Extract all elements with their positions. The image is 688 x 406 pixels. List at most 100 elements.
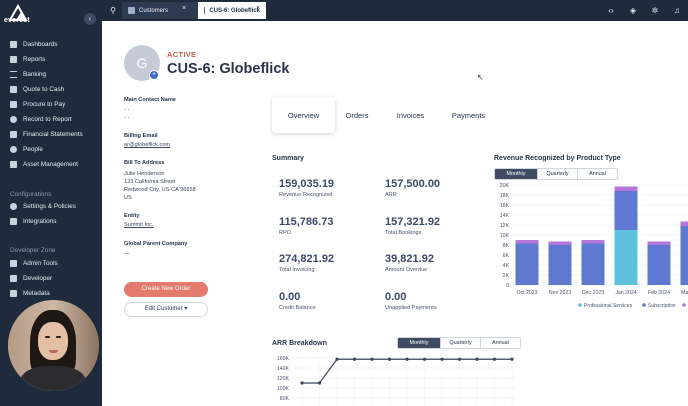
revenue-bar-segment[interactable] [647, 241, 671, 246]
rpo-value: 115,786.73 [279, 216, 334, 228]
sidebar-item-dashboards[interactable]: Dashboards [10, 38, 57, 50]
revenue-bar-segment[interactable] [647, 245, 671, 285]
arr-toggle-quarterly[interactable]: Quarterly [440, 338, 480, 348]
developer-zone-section-label: Developer Zone [10, 247, 56, 254]
sidebar-item-settings-policies[interactable]: Settings & Policies [10, 200, 76, 212]
sidebar-item-metadata[interactable]: Metadata [10, 287, 50, 299]
presenter-video-bubble[interactable] [8, 300, 99, 391]
tab-invoices[interactable]: Invoices [396, 110, 425, 120]
revenue-bar-segment[interactable] [680, 221, 688, 227]
revenue-legend-marker [642, 303, 646, 307]
plug-icon [10, 217, 17, 225]
arr-data-point[interactable] [457, 357, 462, 361]
revenue-x-tick-label: Nov 2023 [549, 290, 571, 296]
sidebar-item-asset-management[interactable]: Asset Management [10, 158, 78, 170]
sidebar-item-record-to-report[interactable]: Record to Report [10, 113, 72, 125]
arr-y-tick-label: 100K [277, 386, 290, 392]
amount-overdue-value: 39,821.92 [385, 253, 434, 265]
sidebar-item-procure-to-pay[interactable]: Procure to Pay [10, 98, 65, 110]
revenue-bar-segment[interactable] [515, 243, 539, 286]
revenue-legend-label[interactable]: Professional Services [584, 303, 633, 309]
logo-text: everest [4, 17, 30, 24]
revenue-y-tick-label: 18K [500, 193, 510, 199]
revenue-y-tick-label: 2K [503, 273, 510, 279]
tab-customers[interactable]: Customers [122, 2, 214, 19]
sidebar-item-developer[interactable]: Developer [10, 272, 52, 284]
revenue-bar-segment[interactable] [614, 186, 638, 192]
revenue-period-toggle: Monthly Quarterly Annual [494, 168, 618, 180]
arr-y-tick-label: 120K [277, 376, 290, 382]
billing-email-label: Billing Email [124, 133, 158, 139]
arr-data-point[interactable] [317, 381, 322, 385]
revenue-bar-segment[interactable] [614, 230, 638, 285]
code-brackets-icon[interactable]: ‹› [608, 6, 614, 15]
sidebar-item-people[interactable]: People [10, 143, 43, 155]
page-title: CUS-6: Globeflick [167, 61, 290, 77]
arr-data-point[interactable] [335, 357, 339, 361]
revenue-bar-segment[interactable] [548, 241, 572, 246]
total-invoicing-label: Total Invoicing [279, 267, 315, 273]
arr-data-point[interactable] [300, 381, 304, 385]
close-tab-globeflick-icon[interactable]: × [256, 5, 261, 12]
tab-overview[interactable]: Overview [272, 97, 335, 133]
revenue-y-tick-label: 0 [506, 283, 509, 289]
pin-icon[interactable]: ⚲ [110, 6, 116, 15]
tab-orders[interactable]: Orders [345, 110, 369, 120]
arr-toggle-annual[interactable]: Annual [480, 338, 520, 348]
diamond-icon[interactable]: ◈ [629, 6, 637, 15]
tab-cus-6-globeflick[interactable]: CUS-6: Globeflick [198, 2, 266, 19]
revenue-toggle-quarterly[interactable]: Quarterly [537, 169, 577, 179]
billing-email-link[interactable]: ar@globeflick.com [124, 142, 171, 148]
arr-data-point[interactable] [370, 357, 374, 361]
arr-data-point[interactable] [510, 357, 514, 361]
everest-logo-icon[interactable] [6, 4, 46, 26]
close-tab-customers-icon[interactable]: × [182, 5, 187, 12]
sidebar-item-label: Admin Tools [23, 259, 58, 267]
edit-customer-button[interactable]: Edit Customer ▾ [124, 302, 208, 317]
tool-icon [10, 259, 17, 267]
tab-payments[interactable]: Payments [451, 110, 486, 120]
arr-data-point[interactable] [475, 357, 479, 361]
revenue-legend-label[interactable]: Subscription [648, 303, 676, 309]
revenue-bar-segment[interactable] [548, 245, 572, 285]
sidebar-item-financial-statements[interactable]: Financial Statements [10, 128, 83, 140]
revenue-bar-segment[interactable] [581, 243, 605, 286]
arr-toggle-monthly[interactable]: Monthly [398, 338, 440, 348]
cart-icon [10, 100, 17, 108]
sidebar-item-integrations[interactable]: Integrations [10, 215, 56, 227]
status-badge: ACTIVE [167, 50, 197, 59]
revenue-bar-segment[interactable] [581, 240, 605, 244]
arr-data-point[interactable] [352, 357, 357, 361]
revenue-bar-segment[interactable] [614, 191, 638, 230]
revenue-y-tick-label: 20K [500, 183, 510, 189]
arr-data-point[interactable] [387, 357, 392, 361]
revenue-x-tick-label: Jan 2024 [615, 290, 636, 296]
bell-icon[interactable]: ♫ [674, 6, 680, 15]
revenue-legend-marker [578, 303, 582, 307]
gear-icon [10, 202, 17, 210]
quote-icon [10, 85, 17, 93]
sidebar-item-banking[interactable]: Banking [10, 68, 46, 80]
sidebar-item-admin-tools[interactable]: Admin Tools [10, 257, 58, 269]
arr-data-point[interactable] [440, 357, 444, 361]
revenue-bar-segment[interactable] [515, 240, 539, 244]
bill-to-street: 123 California Street [124, 179, 175, 185]
avatar-badge-plus-icon[interactable]: + [149, 70, 159, 80]
sidebar-item-reports[interactable]: Reports [10, 53, 45, 65]
entity-link[interactable]: Summit Inc. [124, 222, 154, 228]
arr-data-point[interactable] [492, 357, 497, 361]
collapse-sidebar-button[interactable]: ‹ [84, 13, 96, 25]
mouse-cursor-icon: ↖ [477, 73, 484, 82]
bank-icon [10, 70, 17, 78]
tab-label: CUS-6: Globeflick [209, 7, 260, 14]
revenue-toggle-monthly[interactable]: Monthly [495, 169, 537, 179]
settings-icon[interactable]: ✲ [651, 6, 659, 15]
arr-data-point[interactable] [405, 357, 409, 361]
arr-data-point[interactable] [422, 357, 427, 361]
revenue-chart-title: Revenue Recognized by Product Type [494, 155, 621, 162]
arr-period-toggle: Monthly Quarterly Annual [397, 337, 521, 349]
revenue-bar-segment[interactable] [680, 226, 688, 285]
create-new-order-button[interactable]: Create New Order [124, 282, 208, 297]
revenue-toggle-annual[interactable]: Annual [577, 169, 617, 179]
sidebar-item-quote-to-cash[interactable]: Quote to Cash [10, 83, 64, 95]
